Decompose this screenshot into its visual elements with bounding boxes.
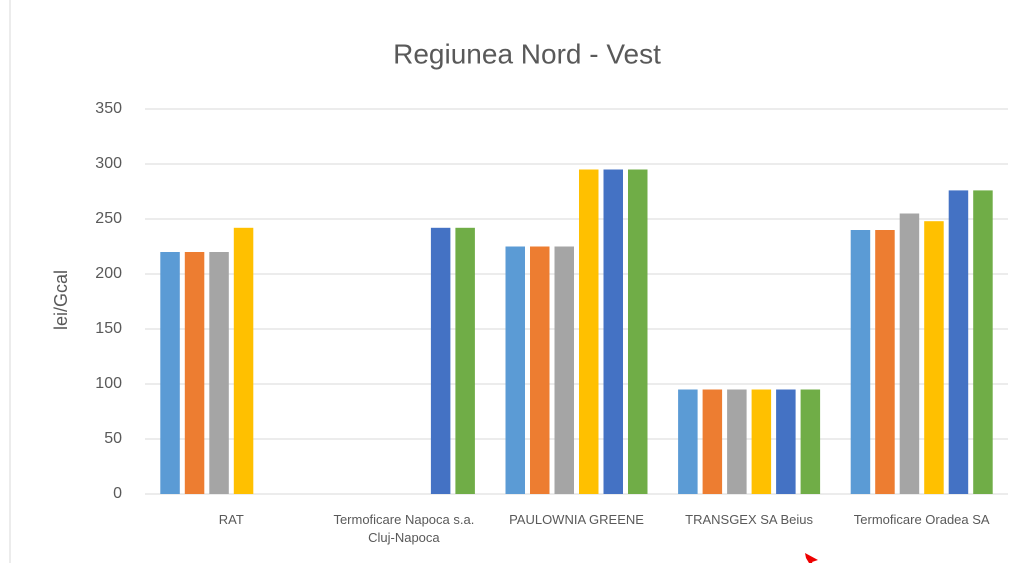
x-tick-label: Termoficare Oradea SA xyxy=(853,512,990,527)
bar xyxy=(554,246,574,494)
x-tick-label: TRANSGEX SA Beius xyxy=(685,512,814,527)
bar xyxy=(603,169,623,494)
bar xyxy=(678,389,698,494)
bar xyxy=(579,169,599,494)
cursor xyxy=(805,553,818,563)
bar xyxy=(160,252,180,494)
bar xyxy=(505,246,525,494)
y-axis-label: lei/Gcal xyxy=(51,270,71,330)
bar xyxy=(530,246,550,494)
bar xyxy=(924,221,944,494)
y-tick-label: 50 xyxy=(104,430,122,447)
bar xyxy=(948,190,969,494)
y-tick-label: 0 xyxy=(113,485,122,502)
bar xyxy=(455,227,475,495)
bar xyxy=(899,213,920,494)
bar xyxy=(430,227,451,495)
bar xyxy=(233,227,254,495)
bar xyxy=(209,252,229,494)
bar xyxy=(702,389,723,494)
x-tick-label: PAULOWNIA GREENE xyxy=(509,512,644,527)
y-tick-label: 100 xyxy=(95,375,122,392)
bar xyxy=(850,230,871,494)
bar xyxy=(875,230,895,494)
bar xyxy=(727,389,747,494)
bar xyxy=(184,252,205,494)
chart-title: Regiunea Nord - Vest xyxy=(393,38,661,69)
x-tick-label: RAT xyxy=(218,512,244,527)
bar xyxy=(751,389,772,494)
bar xyxy=(800,389,821,494)
y-tick-label: 150 xyxy=(95,320,122,337)
y-tick-label: 350 xyxy=(95,100,122,117)
y-tick-label: 300 xyxy=(95,155,122,172)
bar xyxy=(776,389,796,494)
y-tick-label: 200 xyxy=(95,265,122,282)
x-tick-label: Termoficare Napoca s.a. Cluj-Napoca xyxy=(333,512,475,545)
bar xyxy=(628,169,648,494)
bar xyxy=(973,190,993,494)
y-tick-label: 250 xyxy=(95,210,122,227)
